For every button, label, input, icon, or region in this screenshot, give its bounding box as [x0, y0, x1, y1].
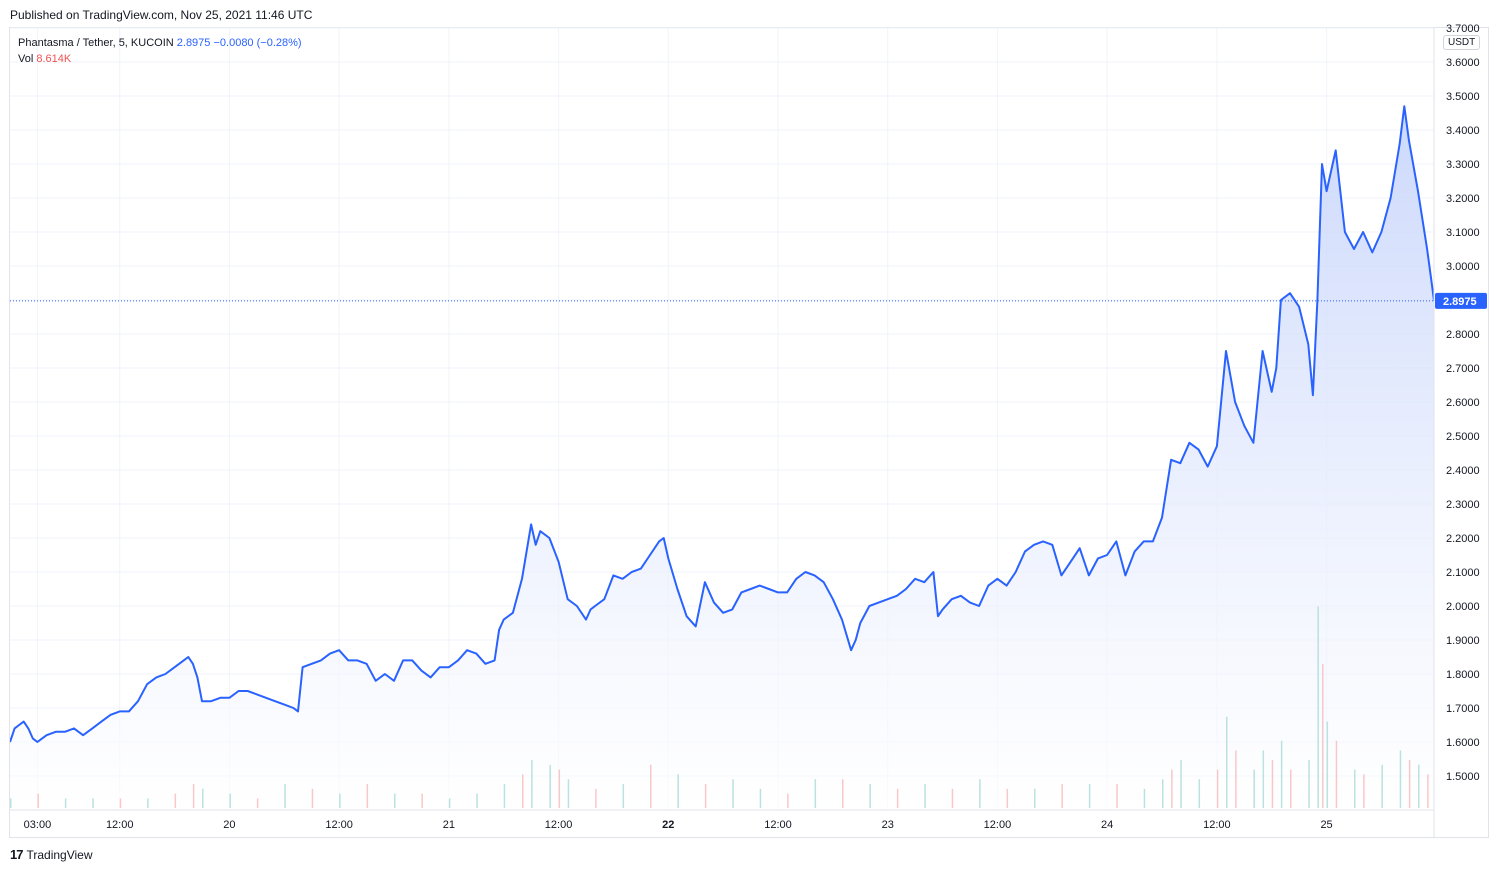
legend: Phantasma / Tether, 5, KUCOIN 2.8975 −0.… [18, 35, 302, 67]
price-axis[interactable]: 1.5000 1.6000 1.7000 1.8000 1.9000 2.0000 2.10… [1433, 23, 1480, 838]
y-tick-label: 2.4000 [1446, 465, 1480, 477]
footer-branding: 17 TradingView [10, 847, 93, 862]
brand-name: TradingView [26, 847, 93, 862]
x-tick-label: 12:00 [1203, 819, 1231, 831]
y-tick-label: 2.3000 [1446, 499, 1480, 511]
y-tick-label: 2.8000 [1446, 329, 1480, 341]
x-tick-label: 03:00 [24, 819, 52, 831]
x-tick-label: 21 [443, 819, 455, 831]
x-tick-label: 12:00 [325, 819, 353, 831]
x-tick-label: 12:00 [545, 819, 573, 831]
y-tick-label: 3.5000 [1446, 91, 1480, 103]
price-area [10, 106, 1434, 810]
price-line [10, 105, 1434, 743]
x-tick-label: 12:00 [106, 819, 134, 831]
y-tick-label: 2.2000 [1446, 533, 1480, 545]
last-price-label: 2.8975 [1435, 292, 1487, 309]
last-value: 2.8975 [176, 37, 211, 49]
volume-value: 8.614K [36, 53, 72, 65]
tradingview-logo-icon: 17 [10, 847, 24, 862]
y-tick-label: 3.7000 [1446, 23, 1480, 35]
x-tick-label: 12:00 [764, 819, 792, 831]
published-caption: Published on TradingView.com, Nov 25, 20… [10, 8, 313, 22]
y-tick-label: 1.9000 [1446, 635, 1480, 647]
y-tick-label: 3.2000 [1446, 193, 1480, 205]
symbol-title[interactable]: Phantasma / Tether, 5, KUCOIN [18, 37, 174, 49]
y-tick-label: 3.3000 [1446, 159, 1480, 171]
y-tick-label: 1.5000 [1446, 771, 1480, 783]
y-tick-label: 2.1000 [1446, 567, 1480, 579]
x-tick-label: 22 [662, 819, 674, 831]
x-tick-label: 23 [882, 819, 894, 831]
x-tick-label: 12:00 [984, 819, 1012, 831]
y-tick-label: 3.1000 [1446, 227, 1480, 239]
time-axis[interactable]: 03:00 12:00 20 12:00 21 12:00 22 12:00 23 12:00 24… [10, 809, 1434, 831]
x-tick-label: 25 [1320, 819, 1332, 831]
y-tick-label: 3.6000 [1446, 57, 1480, 69]
y-tick-label: 1.7000 [1446, 703, 1480, 715]
price-series [10, 105, 1434, 810]
volume-label: Vol [18, 53, 34, 65]
change-value: −0.0080 (−0.28%) [213, 37, 302, 49]
y-tick-label: 1.6000 [1446, 737, 1480, 749]
y-tick-label: 2.6000 [1446, 397, 1480, 409]
x-tick-label: 20 [223, 819, 235, 831]
currency-badge[interactable]: USDT [1443, 35, 1481, 50]
y-tick-label: 2.0000 [1446, 601, 1480, 613]
y-tick-label: 2.5000 [1446, 431, 1480, 443]
y-tick-label: 1.8000 [1446, 669, 1480, 681]
last-price-text: 2.8975 [1443, 296, 1477, 308]
x-tick-label: 24 [1101, 819, 1113, 831]
y-tick-label: 2.7000 [1446, 363, 1480, 375]
y-tick-label: 3.4000 [1446, 125, 1480, 137]
y-tick-label: 3.0000 [1446, 261, 1480, 273]
